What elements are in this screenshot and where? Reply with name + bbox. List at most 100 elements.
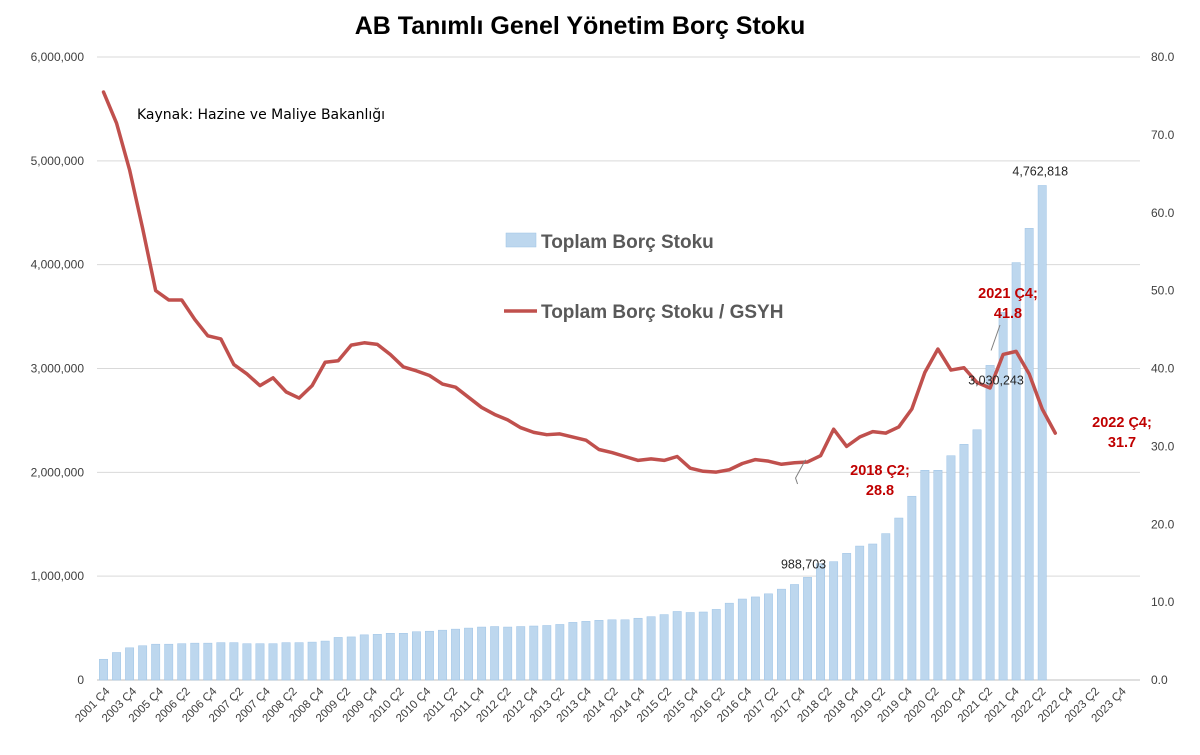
bar — [946, 455, 956, 681]
right-tick-label: 70.0 — [1151, 128, 1175, 142]
bar — [438, 629, 447, 681]
bar — [750, 596, 760, 681]
bar — [385, 633, 395, 681]
bar — [933, 470, 943, 681]
bar — [855, 545, 865, 681]
bar — [881, 533, 891, 681]
bar — [307, 641, 317, 681]
bar — [555, 624, 565, 681]
bar — [1024, 228, 1034, 681]
left-tick-label: 1,000,000 — [31, 569, 85, 583]
right-tick-label: 40.0 — [1151, 362, 1175, 376]
bar — [529, 625, 539, 681]
bar — [516, 626, 526, 681]
gridlines — [97, 56, 1140, 681]
bar — [868, 543, 878, 681]
chart-title: AB Tanımlı Genel Yönetim Borç Stoku — [354, 12, 806, 40]
line-series — [101, 90, 1058, 474]
bar — [320, 640, 330, 681]
left-tick-label: 3,000,000 — [31, 362, 85, 376]
bar — [972, 429, 982, 681]
bar — [333, 637, 343, 681]
bar — [842, 553, 852, 681]
bar — [620, 619, 630, 681]
bar — [294, 642, 304, 681]
bar — [659, 614, 669, 681]
bar — [398, 633, 408, 681]
bar — [777, 588, 786, 681]
bar — [581, 621, 591, 681]
annotation-value: 31.7 — [1108, 435, 1136, 451]
bar — [190, 642, 200, 681]
bar — [503, 626, 513, 681]
bar — [425, 630, 434, 681]
annotation-value: 28.8 — [866, 483, 894, 499]
bar — [646, 616, 656, 681]
bar — [894, 517, 904, 681]
bar — [764, 593, 773, 681]
source-note: Kaynak: Hazine ve Maliye Bakanlığı — [137, 107, 385, 123]
annotations: 2018 Ç2; 28.8 2021 Ç4; 41.8 2022 Ç4; 31.7 — [795, 286, 1152, 499]
bar — [907, 495, 917, 681]
bar — [672, 611, 682, 681]
bar — [164, 643, 174, 681]
annotation-label: 2021 Ç4; — [978, 286, 1038, 302]
left-tick-label: 5,000,000 — [31, 154, 85, 168]
right-tick-label: 30.0 — [1151, 439, 1175, 453]
bar — [1037, 185, 1047, 681]
annotation-label: 2022 Ç4; — [1092, 415, 1152, 431]
bar — [464, 627, 473, 681]
bar — [711, 609, 721, 681]
bar — [829, 561, 839, 681]
bar — [138, 645, 148, 681]
left-tick-label: 4,000,000 — [31, 258, 85, 272]
bar — [998, 312, 1008, 681]
bar — [451, 628, 460, 681]
bar — [112, 652, 121, 681]
bar — [920, 470, 930, 681]
left-tick-label: 0 — [77, 673, 84, 687]
bar — [229, 642, 239, 681]
right-tick-label: 60.0 — [1151, 206, 1175, 220]
bar-series — [99, 185, 1047, 681]
bar — [372, 634, 382, 681]
right-tick-label: 80.0 — [1151, 50, 1175, 64]
bar — [346, 636, 356, 681]
bar — [359, 634, 369, 681]
right-tick-label: 10.0 — [1151, 595, 1175, 609]
bar — [242, 643, 252, 681]
bar — [685, 612, 695, 681]
bar — [724, 602, 734, 681]
right-tick-label: 0.0 — [1151, 673, 1168, 687]
bar — [568, 622, 578, 681]
bar — [281, 642, 291, 681]
left-y-axis: 0 1,000,000 2,000,000 3,000,000 4,000,000 5,0… — [31, 50, 85, 687]
bar — [255, 643, 265, 681]
legend-bar-swatch — [505, 232, 537, 248]
legend: Toplam Borç Stoku Toplam Borç Stoku / GSY… — [504, 232, 783, 323]
bar — [633, 617, 643, 681]
bar — [737, 598, 747, 681]
bar — [607, 619, 617, 681]
bar — [490, 626, 500, 681]
bar — [216, 642, 226, 681]
bar — [1011, 262, 1021, 681]
left-tick-label: 2,000,000 — [31, 465, 85, 479]
bar-data-label: 3,030,243 — [968, 373, 1024, 387]
bar — [125, 647, 135, 681]
bar — [177, 643, 187, 681]
right-tick-label: 20.0 — [1151, 517, 1175, 531]
bar — [698, 611, 708, 681]
bar — [959, 444, 969, 681]
right-tick-label: 50.0 — [1151, 284, 1175, 298]
bar — [477, 626, 487, 681]
debt-to-gdp-line — [101, 90, 1058, 474]
bar — [99, 658, 108, 681]
bar — [594, 620, 604, 681]
bar-data-label: 4,762,818 — [1012, 164, 1068, 178]
bar — [268, 643, 278, 681]
annotation-leader — [990, 324, 1001, 351]
annotation-label: 2018 Ç2; — [850, 463, 910, 479]
